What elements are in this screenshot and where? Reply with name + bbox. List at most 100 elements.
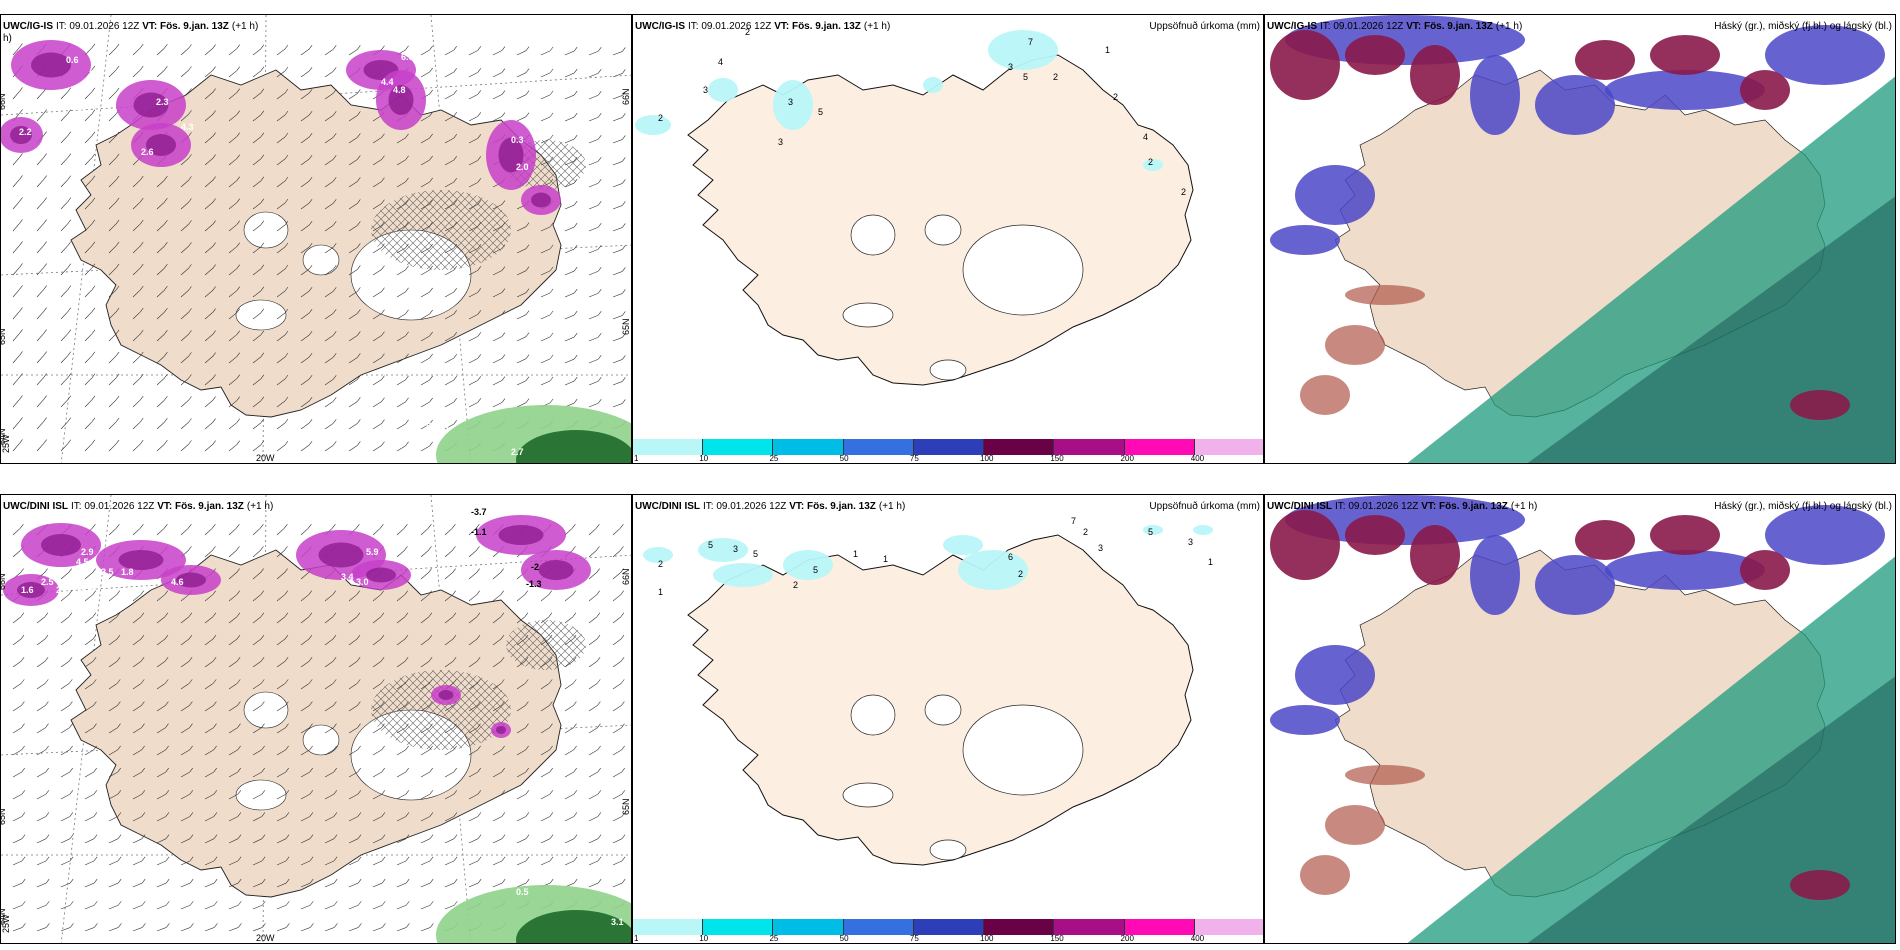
wind-barb (276, 246, 286, 254)
wind-barb (348, 335, 358, 342)
wind-barb-flag (573, 745, 577, 751)
wind-barb (468, 138, 478, 144)
wind-barb (12, 794, 22, 800)
wind-barb-flag (139, 65, 144, 71)
wind-barb-flag (333, 679, 337, 684)
wind-barb-flag (501, 679, 505, 684)
wind-barb-flag (115, 131, 120, 137)
wind-barb-flag (501, 376, 506, 381)
wind-barb-flag (477, 834, 482, 839)
wind-barb-flag (573, 134, 578, 140)
wind-barb (588, 550, 597, 558)
wind-barb-flag (476, 524, 480, 529)
wind-barb (228, 180, 237, 188)
wind-barb-flag (357, 221, 361, 226)
colorbar-tick: 25 (769, 934, 779, 943)
wind-barb (300, 136, 310, 144)
wind-barb-flag (357, 309, 361, 314)
wind-barb (468, 116, 478, 122)
wind-barb-flag (189, 745, 193, 751)
precip-value: 7 (1071, 516, 1076, 526)
wind-barb (36, 727, 46, 734)
wind-barb (204, 705, 214, 712)
wind-barb-flag (357, 265, 361, 270)
wind-barb (612, 95, 623, 100)
wind-barb-flag (188, 634, 193, 640)
value-label: 2.5 (41, 577, 54, 587)
wind-barb-flag (91, 87, 96, 92)
wind-barb (252, 904, 263, 910)
wind-barb-flag (260, 198, 265, 204)
wind-barb-flag (91, 197, 96, 202)
wind-barb (348, 749, 358, 756)
wind-barb (420, 794, 430, 800)
wind-barb-flag (620, 634, 625, 640)
wind-barb (252, 882, 263, 888)
wind-barb-flag (524, 634, 529, 640)
wind-barb (420, 313, 430, 320)
wind-barb-flag (188, 524, 192, 529)
wind-barb (516, 402, 527, 408)
wind-barb-flag (164, 286, 168, 291)
wind-barb-flag (308, 524, 312, 529)
mid-cloud (1270, 705, 1340, 735)
wind-barb-flag (284, 418, 289, 424)
wind-barb (588, 683, 598, 690)
wind-barb (252, 180, 262, 188)
precip-value: 3 (1188, 537, 1193, 547)
wind-barb (516, 50, 527, 56)
precip-value: 2 (793, 580, 798, 590)
wind-barb-flag (139, 351, 144, 357)
wind-barb-flag (165, 767, 169, 773)
wind-barb-flag (284, 220, 289, 226)
wind-barb (372, 816, 383, 822)
wind-barb-flag (115, 329, 120, 335)
wind-barb-flag (406, 901, 410, 906)
high-cloud (1270, 510, 1340, 580)
wind-barb (228, 356, 237, 364)
init-time: IT: 09.01.2026 12Z (1320, 21, 1404, 32)
wind-barb-flag (141, 834, 146, 839)
wind-barb (588, 572, 597, 580)
wind-barb (348, 638, 358, 646)
wind-barb (12, 223, 20, 232)
wind-barb-flag (19, 351, 23, 356)
wind-barb-flag (525, 90, 530, 95)
wind-barb (60, 683, 70, 690)
wind-barb (588, 336, 599, 342)
wind-barb-flag (477, 767, 481, 773)
panel-title: UWC/IG-IS IT: 09.01.2026 12Z VT: Fös. 9.j… (3, 21, 258, 32)
wind-barb (564, 226, 575, 232)
wind-barb-flag (92, 590, 96, 595)
wind-barb-flag (333, 701, 337, 706)
wind-barb-flag (261, 701, 265, 706)
wind-barb (444, 527, 453, 536)
wind-barb (612, 860, 623, 866)
wind-barb (444, 247, 454, 254)
value-label: 6.6 (401, 52, 414, 62)
wind-barb (372, 749, 382, 756)
wind-barb (612, 594, 621, 602)
wind-barb (84, 399, 93, 408)
wind-barb-flag (429, 878, 434, 884)
wind-barb-flag (164, 44, 168, 49)
mid-cloud (1765, 505, 1885, 565)
wind-barb-flag (308, 634, 313, 640)
wind-barb-flag (236, 176, 240, 181)
precip-core (496, 726, 506, 734)
wind-barb (204, 860, 215, 866)
high-cloud (1740, 550, 1790, 590)
wind-barb (300, 771, 310, 778)
wind-barb (12, 289, 20, 298)
wind-barb (132, 771, 142, 778)
wind-barb (12, 333, 20, 342)
wind-barb (444, 225, 454, 232)
wind-barb (204, 422, 213, 430)
wind-barb-flag (573, 856, 578, 862)
wind-barb (108, 289, 117, 298)
wind-barb-flag (381, 331, 385, 336)
wind-barb-flag (308, 220, 313, 226)
wind-barb-flag (453, 199, 457, 205)
wind-barb-flag (20, 524, 24, 529)
wind-barb (324, 882, 335, 888)
